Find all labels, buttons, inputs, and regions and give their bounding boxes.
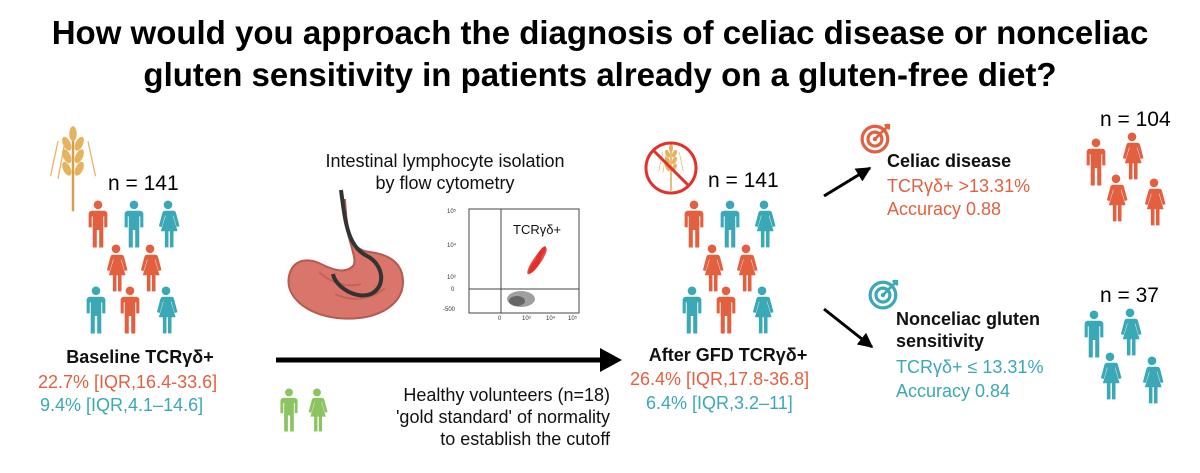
person-icon: [156, 200, 180, 248]
after-gfd-teal-stat: 6.4% [IQR,3.2–11]: [646, 393, 793, 413]
ncgs-label: Nonceliac gluten sensitivity: [896, 308, 1040, 352]
isolation-caption: Intestinal lymphocyte isolation by flow …: [300, 150, 590, 194]
person-icon: [84, 286, 108, 334]
person-icon: [750, 286, 774, 334]
celiac-label: Celiac disease: [887, 151, 1012, 171]
after-gfd-orange-stat: 26.4% [IQR,17.8-36.8]: [630, 369, 810, 389]
celiac-target-icon: [860, 123, 891, 154]
healthy-volunteers-icons: [278, 388, 338, 428]
person-icon: [1104, 174, 1128, 222]
arrow-to-celiac: [823, 166, 872, 198]
y-tick: -500: [443, 307, 456, 313]
person-icon: [122, 200, 146, 248]
person-icon: [104, 244, 128, 292]
after-gfd-label: After GFD TCRγδ+: [648, 345, 808, 365]
y-tick: 10⁵: [447, 209, 457, 215]
stomach-illustration: [287, 189, 405, 320]
main-arrow: [276, 348, 622, 372]
person-icon: [734, 244, 758, 292]
healthy-caption: Healthy volunteers (n=18) 'gold standard…: [350, 384, 610, 450]
ncgs-people-group: [1078, 308, 1198, 418]
person-icon: [700, 244, 724, 292]
isolation-line-2: by flow cytometry: [375, 173, 515, 193]
celiac-accuracy: Accuracy 0.88: [887, 199, 1002, 219]
title-line-2: gluten sensitivity in patients already o…: [143, 56, 1057, 93]
page-title: How would you approach the diagnosis of …: [0, 12, 1200, 96]
healthy-line-1: Healthy volunteers (n=18): [403, 385, 610, 405]
person-icon: [1082, 310, 1106, 358]
y-tick: 10⁴: [447, 243, 457, 249]
person-icon: [138, 244, 162, 292]
x-tick: 10⁴: [546, 316, 556, 322]
person-icon: [714, 286, 738, 334]
person-icon: [680, 286, 704, 334]
y-tick: 0: [451, 287, 455, 293]
ncgs-stat: TCRγδ+ ≤ 13.31%: [896, 357, 1044, 377]
person-icon: [1098, 352, 1122, 400]
baseline-orange-stat: 22.7% [IQR,16.4-33.6]: [38, 372, 218, 392]
plot-label: TCRγδ+: [513, 222, 562, 237]
ncgs-accuracy: Accuracy 0.84: [896, 381, 1011, 401]
person-icon: [86, 200, 110, 248]
person-icon: [718, 200, 742, 248]
ncgs-count: n = 37: [1100, 284, 1159, 307]
celiac-people-group: [1078, 132, 1198, 232]
isolation-line-1: Intestinal lymphocyte isolation: [325, 151, 565, 171]
after-gfd-people-group: [676, 200, 786, 340]
ncgs-label-line-1: Nonceliac gluten: [896, 309, 1041, 329]
baseline-label: Baseline TCRγδ+: [66, 347, 214, 367]
person-icon: [682, 200, 706, 248]
person-icon: [118, 286, 142, 334]
baseline-people-group: [80, 200, 190, 340]
person-icon: [1142, 178, 1166, 226]
celiac-count: n = 104: [1100, 108, 1171, 131]
celiac-stat: TCRγδ+ >13.31%: [887, 176, 1031, 196]
person-icon: [306, 388, 328, 432]
flow-cytometry-plot: [468, 208, 580, 314]
person-icon: [1140, 356, 1164, 404]
baseline-count: n = 141: [108, 172, 179, 195]
x-tick: 10³: [522, 316, 531, 322]
baseline-teal-stat: 9.4% [IQR,4.1–14.6]: [40, 395, 204, 415]
x-tick: 0: [498, 316, 502, 322]
person-icon: [1118, 308, 1142, 356]
person-icon: [752, 200, 776, 248]
healthy-line-3: to establish the cutoff: [440, 429, 610, 449]
after-gfd-count: n = 141: [708, 169, 779, 192]
no-gluten-icon: [644, 141, 698, 195]
title-line-1: How would you approach the diagnosis of …: [51, 14, 1149, 51]
person-icon: [1120, 132, 1144, 180]
healthy-line-2: 'gold standard' of normality: [396, 407, 610, 427]
person-icon: [154, 286, 178, 334]
arrow-to-ncgs: [823, 307, 874, 349]
ncgs-target-icon: [868, 279, 899, 310]
y-tick: 10³: [447, 275, 456, 281]
person-icon: [278, 388, 300, 432]
x-tick: 10⁵: [568, 316, 578, 322]
ncgs-label-line-2: sensitivity: [896, 331, 985, 351]
